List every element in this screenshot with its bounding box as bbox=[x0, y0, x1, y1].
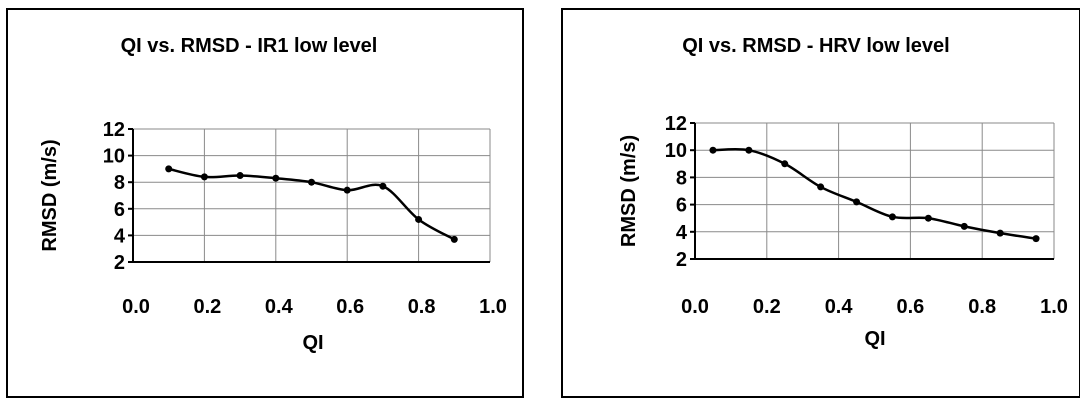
chart-title: QI vs. RMSD - IR1 low level bbox=[121, 35, 378, 57]
data-point bbox=[200, 173, 208, 181]
x-axis-label: QI bbox=[864, 328, 885, 350]
series-line bbox=[712, 147, 1037, 240]
x-tick-label: 0.0 bbox=[122, 296, 150, 318]
data-point bbox=[379, 182, 387, 190]
y-tick-label: 2 bbox=[676, 249, 687, 271]
x-tick-label: 0.8 bbox=[968, 296, 996, 318]
y-tick-label: 4 bbox=[114, 225, 126, 247]
data-point bbox=[236, 172, 244, 180]
chart-panel-ir1: QI vs. RMSD - IR1 low level 2 4 6 8 10 12 0.0 0.… bbox=[6, 8, 524, 398]
data-point bbox=[1032, 235, 1040, 243]
data-point bbox=[996, 229, 1004, 237]
y-axis-label: RMSD (m/s) bbox=[618, 135, 640, 247]
y-tick-label: 8 bbox=[676, 167, 687, 189]
data-point bbox=[888, 213, 896, 221]
x-tick-label: 1.0 bbox=[479, 296, 507, 318]
x-tick-label: 0.4 bbox=[265, 296, 294, 318]
y-tick-label: 8 bbox=[114, 172, 125, 194]
y-tick-label: 6 bbox=[676, 195, 687, 217]
x-tick-label: 0.2 bbox=[193, 296, 221, 318]
y-tick-label: 12 bbox=[665, 113, 687, 135]
x-tick-label: 0.6 bbox=[336, 296, 364, 318]
data-point bbox=[272, 174, 280, 182]
data-point bbox=[415, 215, 423, 223]
chart-panel-hrv: QI vs. RMSD - HRV low level 2 4 6 8 10 12 0.0 0.… bbox=[561, 8, 1080, 398]
x-tick-label: 0.2 bbox=[753, 296, 781, 318]
x-tick-label: 0.6 bbox=[896, 296, 924, 318]
x-tick-label: 0.4 bbox=[825, 296, 854, 318]
data-point bbox=[165, 165, 173, 173]
data-point bbox=[817, 183, 825, 191]
y-tick-label: 6 bbox=[114, 199, 125, 221]
y-tick-label: 12 bbox=[103, 119, 125, 141]
y-tick-label: 10 bbox=[665, 140, 687, 162]
x-tick-label: 0.0 bbox=[681, 296, 709, 318]
y-axis-label: RMSD (m/s) bbox=[39, 139, 61, 251]
data-point bbox=[308, 178, 315, 186]
y-tick-label: 4 bbox=[676, 222, 688, 244]
data-point bbox=[745, 146, 753, 154]
data-point bbox=[853, 198, 861, 206]
data-point bbox=[343, 186, 351, 194]
data-point bbox=[709, 146, 717, 154]
data-point bbox=[781, 160, 789, 168]
x-tick-label: 1.0 bbox=[1040, 296, 1068, 318]
x-tick-label: 0.8 bbox=[408, 296, 436, 318]
data-point bbox=[924, 214, 932, 222]
chart-hrv: QI vs. RMSD - HRV low level 2 4 6 8 10 12 0.0 0.… bbox=[618, 35, 1068, 350]
data-point bbox=[960, 222, 968, 230]
chart-ir1: QI vs. RMSD - IR1 low level 2 4 6 8 10 12 0.0 0.… bbox=[39, 35, 507, 354]
y-tick-label: 2 bbox=[114, 252, 125, 274]
chart-title: QI vs. RMSD - HRV low level bbox=[682, 35, 949, 57]
x-axis-label: QI bbox=[302, 332, 323, 354]
data-point bbox=[450, 235, 458, 243]
y-tick-label: 10 bbox=[103, 146, 125, 168]
